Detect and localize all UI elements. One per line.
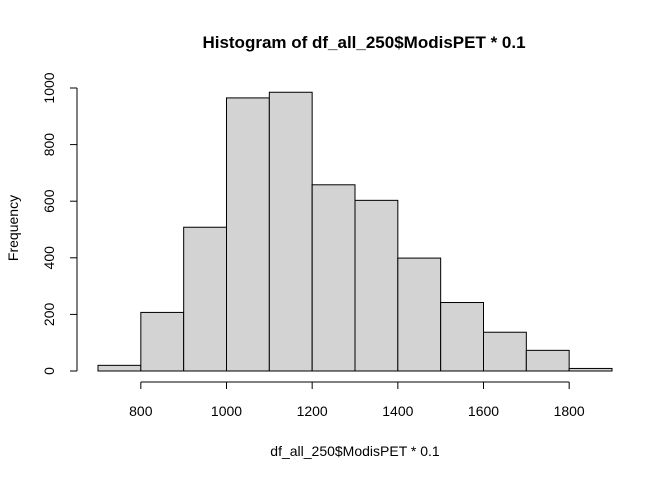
histogram-bar-3 bbox=[226, 97, 270, 372]
y-tick-label-0: 0 bbox=[41, 367, 57, 375]
y-tick-label-5: 1000 bbox=[41, 72, 57, 103]
bars-group bbox=[97, 91, 613, 372]
histogram-bar-5 bbox=[311, 184, 356, 372]
histogram-bar-9 bbox=[483, 331, 527, 372]
y-tick-label-1: 200 bbox=[41, 303, 57, 327]
histogram-bar-1 bbox=[140, 311, 185, 372]
y-tick-label-2: 400 bbox=[41, 246, 57, 270]
histogram-bar-7 bbox=[397, 257, 442, 372]
x-axis: 800 1000 1200 1400 1600 1800 bbox=[129, 381, 585, 419]
histogram-bar-2 bbox=[183, 226, 227, 372]
histogram-bar-6 bbox=[354, 199, 399, 372]
histogram-bar-10 bbox=[525, 349, 570, 372]
y-tick-label-3: 600 bbox=[41, 189, 57, 213]
histogram-bar-0 bbox=[97, 364, 142, 372]
histogram-bar-8 bbox=[440, 302, 485, 372]
histogram-bar-11 bbox=[568, 367, 613, 372]
y-axis: 0 200 400 600 800 1000 bbox=[41, 72, 78, 375]
chart-title: Histogram of df_all_250$ModisPET * 0.1 bbox=[202, 33, 525, 52]
x-axis-label: df_all_250$ModisPET * 0.1 bbox=[270, 443, 440, 459]
x-tick-label-2: 1200 bbox=[297, 403, 328, 419]
x-tick-label-1: 1000 bbox=[211, 403, 242, 419]
x-tick-label-4: 1600 bbox=[468, 403, 499, 419]
x-tick-label-3: 1400 bbox=[382, 403, 413, 419]
x-tick-label-0: 800 bbox=[129, 403, 153, 419]
y-axis-label: Frequency bbox=[5, 195, 21, 261]
y-tick-label-4: 800 bbox=[41, 133, 57, 157]
histogram-bar-4 bbox=[268, 91, 313, 372]
x-tick-label-5: 1800 bbox=[554, 403, 585, 419]
